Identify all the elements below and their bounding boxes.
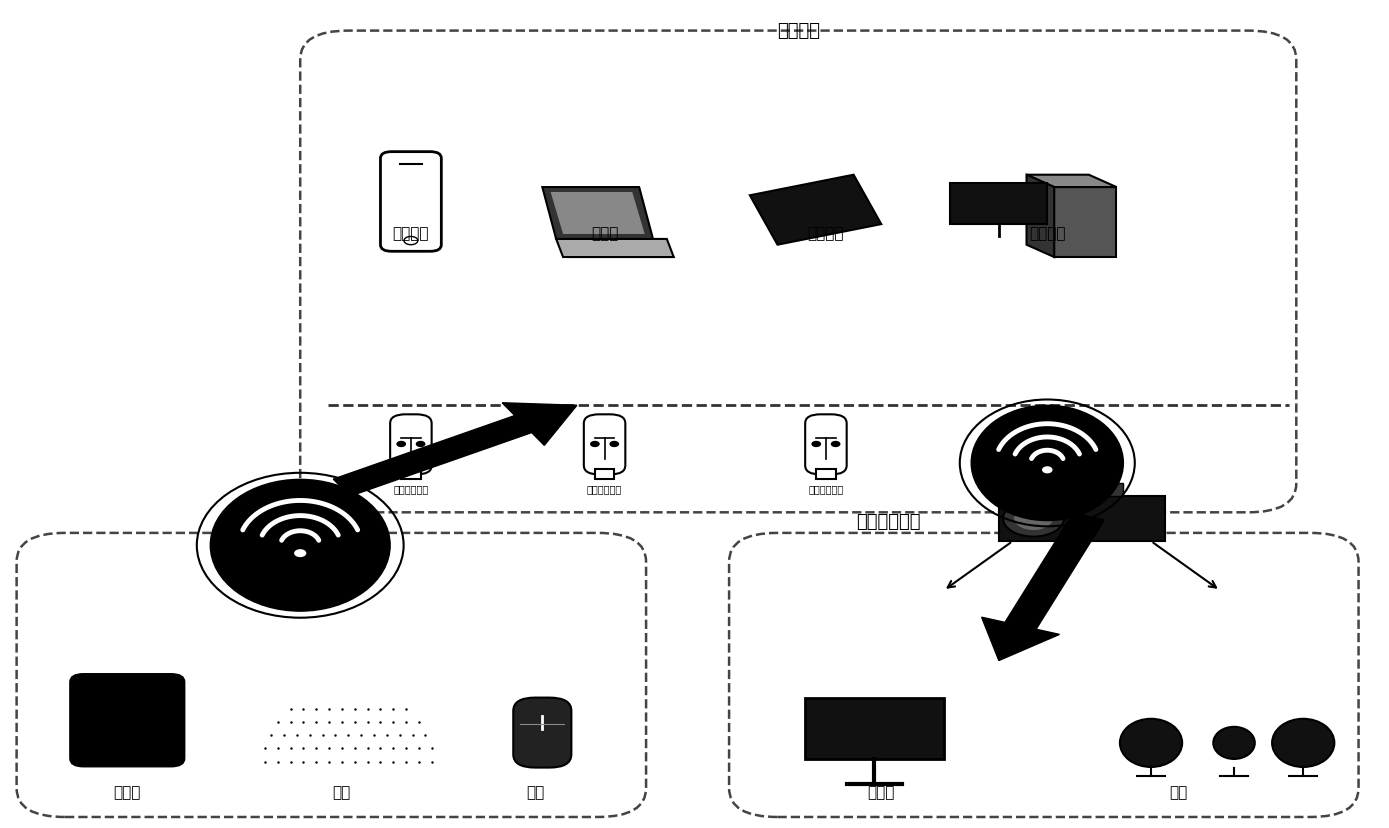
Text: 智能手机: 智能手机 xyxy=(393,226,429,241)
FancyBboxPatch shape xyxy=(514,698,571,768)
FancyBboxPatch shape xyxy=(1026,415,1068,475)
Polygon shape xyxy=(1054,188,1117,258)
Polygon shape xyxy=(550,193,644,234)
Ellipse shape xyxy=(1272,719,1335,767)
Text: 鼠标: 鼠标 xyxy=(526,784,544,799)
Text: 终端接口装置: 终端接口装置 xyxy=(808,484,843,493)
Text: 显示器: 显示器 xyxy=(868,784,895,799)
Ellipse shape xyxy=(294,550,306,556)
Text: 音响: 音响 xyxy=(1170,784,1188,799)
Text: 笔记本: 笔记本 xyxy=(590,226,618,241)
Ellipse shape xyxy=(1214,727,1254,759)
Ellipse shape xyxy=(1043,467,1051,473)
Bar xyxy=(806,698,943,759)
FancyBboxPatch shape xyxy=(390,415,432,475)
Text: 触摸板: 触摸板 xyxy=(114,784,140,799)
Polygon shape xyxy=(982,513,1104,661)
Text: 输入装置: 输入装置 xyxy=(307,513,350,531)
Circle shape xyxy=(417,442,425,447)
FancyBboxPatch shape xyxy=(381,152,442,252)
Bar xyxy=(817,469,836,479)
Bar xyxy=(1096,484,1124,496)
Ellipse shape xyxy=(1120,719,1182,767)
Ellipse shape xyxy=(971,406,1124,521)
Circle shape xyxy=(610,442,618,447)
Circle shape xyxy=(1053,442,1061,447)
FancyBboxPatch shape xyxy=(69,674,185,767)
Circle shape xyxy=(397,442,406,447)
Polygon shape xyxy=(542,188,653,239)
Text: 终端接口装置: 终端接口装置 xyxy=(393,484,429,493)
Circle shape xyxy=(813,442,821,447)
Bar xyxy=(1038,469,1057,479)
Circle shape xyxy=(832,442,840,447)
Polygon shape xyxy=(556,239,674,258)
Circle shape xyxy=(1003,501,1064,537)
Text: 输出切换装置: 输出切换装置 xyxy=(856,513,921,531)
Text: 终端接口装置: 终端接口装置 xyxy=(1029,484,1065,493)
Ellipse shape xyxy=(210,479,390,611)
Bar xyxy=(1040,484,1068,496)
Circle shape xyxy=(1033,442,1042,447)
FancyBboxPatch shape xyxy=(806,415,847,475)
Circle shape xyxy=(590,442,599,447)
Text: 键盘: 键盘 xyxy=(332,784,351,799)
Polygon shape xyxy=(750,176,881,245)
Polygon shape xyxy=(1026,176,1117,188)
Circle shape xyxy=(1014,508,1053,531)
Polygon shape xyxy=(950,184,1047,225)
Text: 平板电脑: 平板电脑 xyxy=(807,226,845,241)
Polygon shape xyxy=(1026,176,1054,258)
Text: 终端设备: 终端设备 xyxy=(776,22,820,40)
Bar xyxy=(401,469,421,479)
FancyBboxPatch shape xyxy=(583,415,625,475)
Polygon shape xyxy=(333,403,576,497)
Text: 个人电脑: 个人电脑 xyxy=(1029,226,1065,241)
Bar xyxy=(999,496,1165,542)
Bar xyxy=(594,469,614,479)
Text: 终端接口装置: 终端接口装置 xyxy=(588,484,622,493)
